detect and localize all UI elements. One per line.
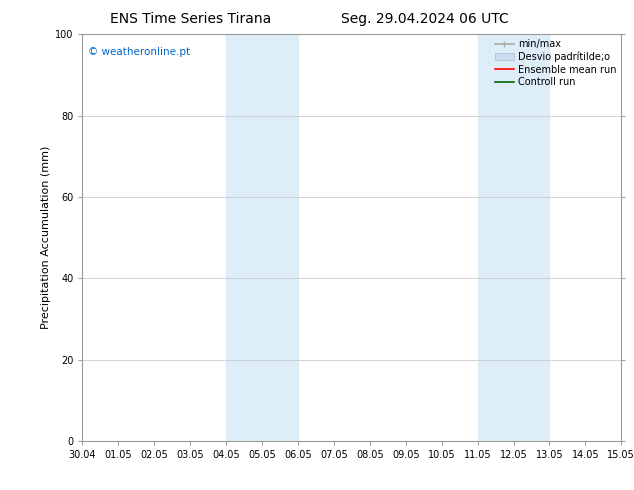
- Text: ENS Time Series Tirana: ENS Time Series Tirana: [110, 12, 271, 26]
- Bar: [477, 34, 550, 441]
- Bar: [226, 34, 298, 441]
- Text: © weatheronline.pt: © weatheronline.pt: [87, 47, 190, 56]
- Y-axis label: Precipitation Accumulation (mm): Precipitation Accumulation (mm): [41, 146, 51, 329]
- Text: Seg. 29.04.2024 06 UTC: Seg. 29.04.2024 06 UTC: [341, 12, 508, 26]
- Legend: min/max, Desvio padrítilde;o, Ensemble mean run, Controll run: min/max, Desvio padrítilde;o, Ensemble m…: [492, 36, 619, 90]
